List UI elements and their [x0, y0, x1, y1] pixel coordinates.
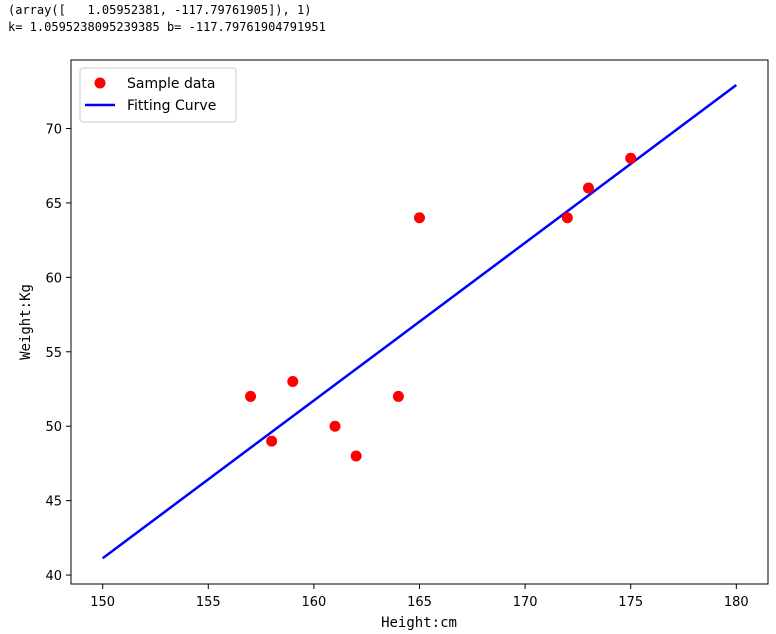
sample-data-point	[245, 390, 257, 402]
sample-data-point	[582, 182, 594, 194]
x-axis-label: Height:cm	[381, 615, 457, 631]
y-tick-label: 55	[45, 346, 62, 361]
x-tick-label: 175	[618, 595, 643, 610]
console-line-polyfit: (array([ 1.05952381, -117.79761905]), 1)	[8, 3, 312, 17]
sample-data-point	[329, 420, 341, 432]
y-tick-label: 60	[45, 271, 62, 286]
x-tick-label: 150	[90, 595, 115, 610]
sample-data-point	[561, 212, 573, 224]
y-tick-label: 45	[45, 495, 62, 510]
sample-data-point	[287, 376, 299, 388]
points-layer	[245, 152, 637, 462]
y-axis: 40 45 50 55 60 65 70	[45, 122, 71, 584]
legend-marker-sample-data	[94, 77, 106, 89]
sample-data-point	[266, 435, 278, 447]
y-tick-label: 40	[45, 569, 62, 584]
x-tick-label: 180	[724, 595, 749, 610]
x-tick-label: 165	[407, 595, 432, 610]
x-tick-label: 160	[301, 595, 326, 610]
console-output: (array([ 1.05952381, -117.79761905]), 1)…	[8, 2, 326, 36]
sample-data-point	[392, 390, 404, 402]
console-line-coefficients: k= 1.0595238095239385 b= -117.7976190479…	[8, 20, 326, 34]
legend: Sample data Fitting Curve	[79, 67, 237, 123]
fitting-curve-line	[101, 84, 738, 560]
y-tick-label: 65	[45, 197, 62, 212]
legend-label-fitting-curve: Fitting Curve	[127, 98, 216, 114]
legend-label-sample-data: Sample data	[127, 76, 215, 92]
y-tick-label: 70	[45, 122, 62, 137]
sample-data-point	[414, 212, 425, 224]
y-axis-label: Weight:Kg	[18, 284, 34, 360]
y-tick-label: 50	[45, 420, 62, 435]
sample-data-point	[625, 152, 637, 164]
legend-box	[79, 67, 237, 123]
x-tick-label: 170	[513, 595, 538, 610]
sample-data-point	[350, 450, 362, 462]
x-tick-label: 155	[196, 595, 221, 610]
fit-layer	[101, 84, 738, 560]
x-axis: 150 155 160 165 170 175 180	[90, 584, 749, 610]
